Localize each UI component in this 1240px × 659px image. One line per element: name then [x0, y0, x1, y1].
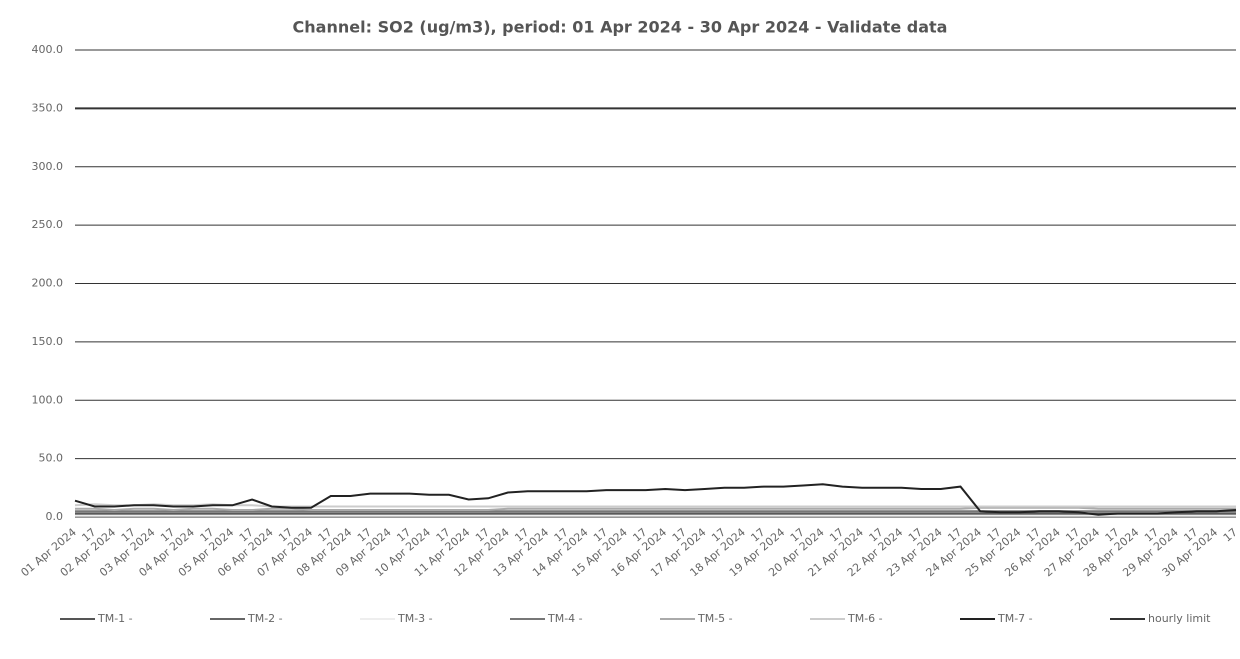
y-tick-label: 350.0 [32, 101, 64, 114]
legend-label: TM-6 - [847, 612, 883, 625]
y-tick-label: 150.0 [32, 335, 64, 348]
y-tick-label: 300.0 [32, 160, 64, 173]
x-tick-label: 17 [1221, 526, 1240, 545]
y-tick-label: 50.0 [39, 452, 64, 465]
chart-title: Channel: SO2 (ug/m3), period: 01 Apr 202… [293, 18, 948, 37]
series-line [75, 506, 1236, 512]
y-tick-label: 200.0 [32, 277, 64, 290]
legend-label: TM-3 - [397, 612, 433, 625]
legend-label: TM-4 - [547, 612, 583, 625]
legend-label: TM-1 - [97, 612, 133, 625]
series-line [74, 503, 1236, 508]
y-tick-label: 250.0 [32, 218, 64, 231]
y-tick-label: 100.0 [32, 393, 64, 406]
legend-label: hourly limit [1148, 612, 1211, 625]
legend-label: TM-7 - [997, 612, 1033, 625]
series-line [74, 483, 1237, 516]
legend-label: TM-5 - [697, 612, 733, 625]
y-tick-label: 400.0 [32, 43, 64, 56]
legend-label: TM-2 - [247, 612, 283, 625]
y-tick-label: 0.0 [46, 510, 64, 523]
